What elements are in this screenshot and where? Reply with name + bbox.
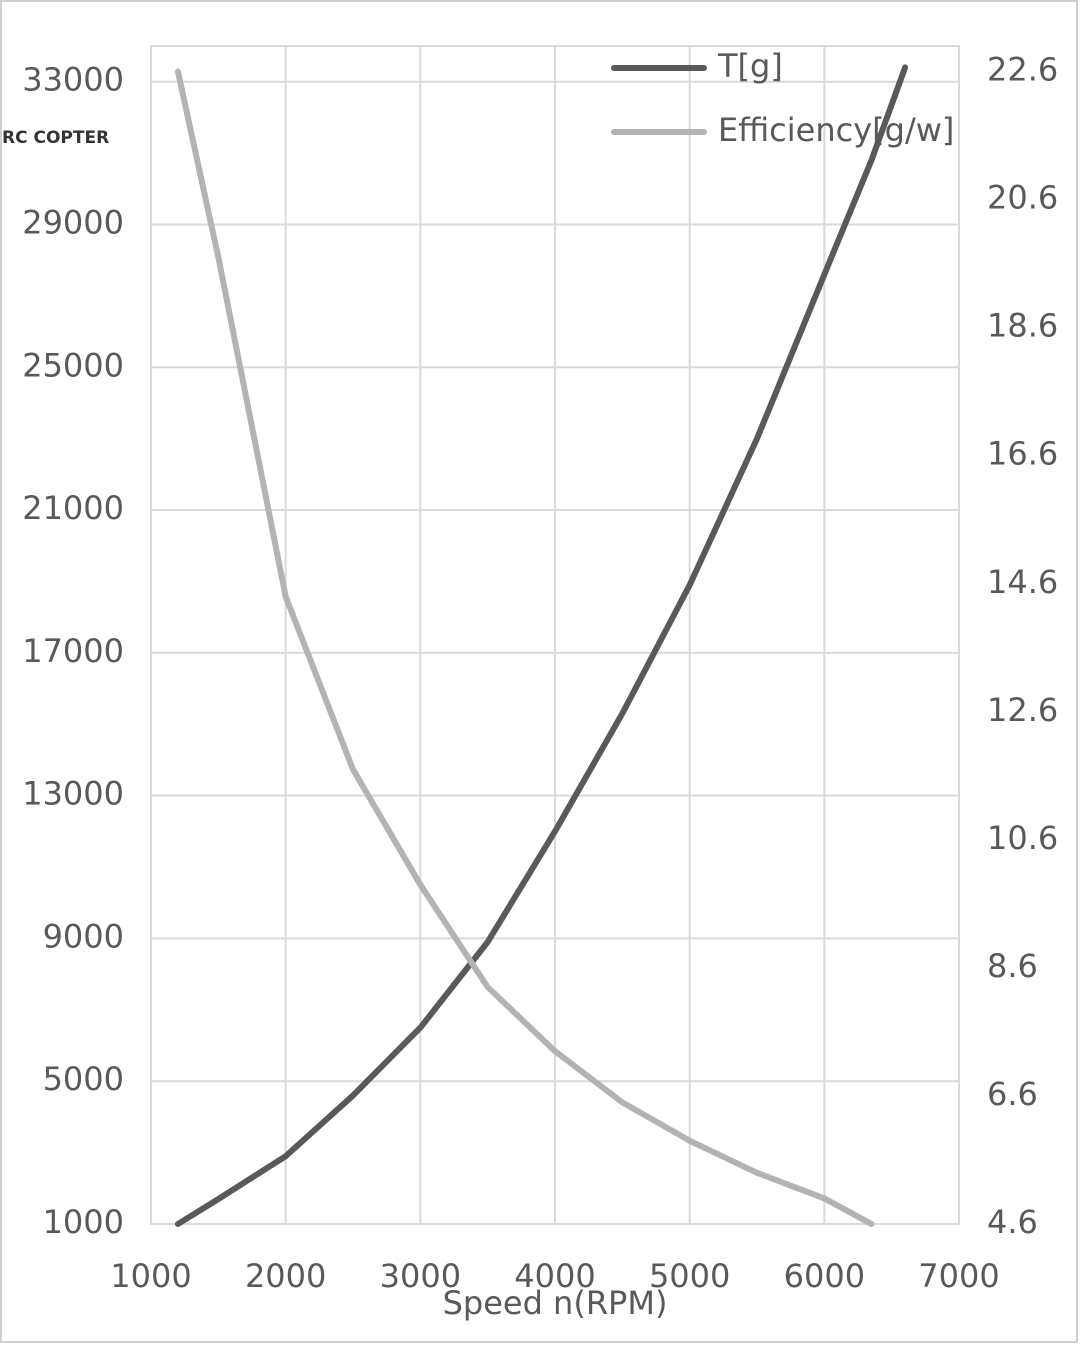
y2-tick-label: 20.6	[987, 179, 1058, 217]
watermark: RC COPTER	[2, 128, 109, 148]
x-tick-label: 1000	[110, 1257, 191, 1295]
y-tick-label: 29000	[22, 203, 124, 241]
y2-tick-label: 8.6	[987, 947, 1038, 985]
x-tick-label: 5000	[649, 1257, 730, 1295]
data-line	[174, 64, 909, 1227]
y-tick-label: 9000	[43, 917, 124, 955]
y2-tick-label: 10.6	[987, 819, 1058, 857]
y-tick-label: 25000	[22, 346, 124, 384]
x-tick-label: 2000	[245, 1257, 326, 1295]
y-tick-label: 33000	[22, 61, 124, 99]
y2-tick-label: 14.6	[987, 563, 1058, 601]
plot-border	[150, 45, 960, 1225]
y-tick-label: 5000	[43, 1060, 124, 1098]
y2-tick-label: 4.6	[987, 1203, 1038, 1241]
y-tick-label: 1000	[43, 1203, 124, 1241]
y-tick-label: 13000	[22, 775, 124, 813]
y2-tick-label: 12.6	[987, 691, 1058, 729]
x-tick-label: 7000	[918, 1257, 999, 1295]
y-tick-label: 17000	[22, 632, 124, 670]
data-line	[174, 68, 875, 1227]
legend-label: T[g]	[717, 47, 783, 85]
y2-tick-label: 16.6	[987, 435, 1058, 473]
y-tick-label: 21000	[22, 489, 124, 527]
x-axis-label: Speed n(RPM)	[443, 1284, 668, 1322]
legend-label: Efficiency[g/w]	[718, 111, 954, 149]
y2-tick-label: 18.6	[987, 307, 1058, 345]
y2-tick-label: 6.6	[987, 1075, 1038, 1113]
x-tick-label: 3000	[380, 1257, 461, 1295]
y2-tick-label: 22.6	[987, 51, 1058, 89]
x-tick-label: 6000	[784, 1257, 865, 1295]
x-tick-label: 4000	[514, 1257, 595, 1295]
